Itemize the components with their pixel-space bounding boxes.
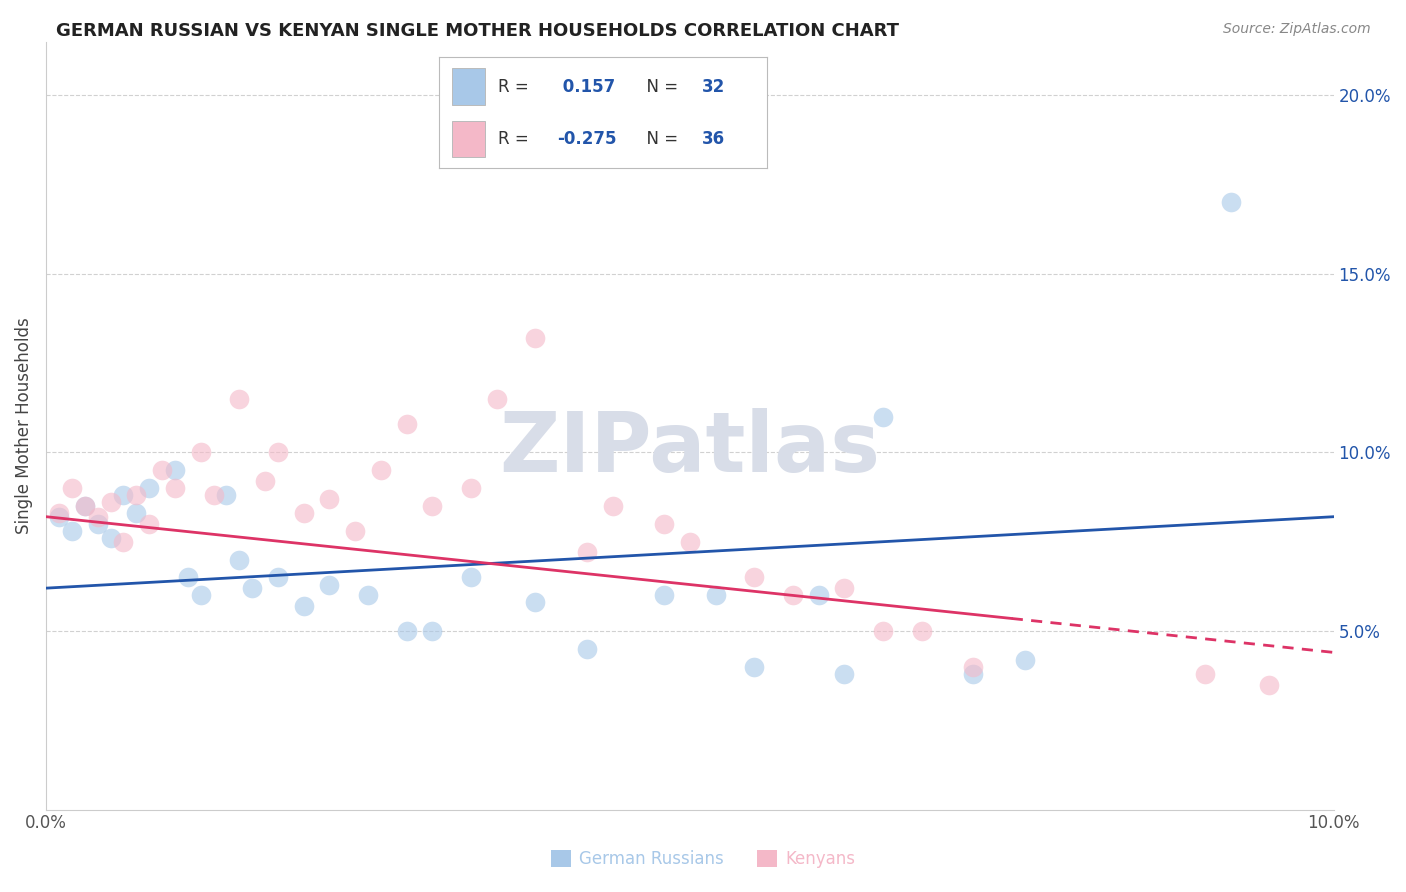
Point (1258, 677, 1281, 691)
Point (254, 474, 277, 488)
Point (202, 488, 225, 502)
Point (48, 509, 70, 524)
Point (292, 506, 315, 520)
Point (834, 666, 856, 681)
Point (86, 509, 108, 524)
Point (485, 392, 508, 406)
Point (742, 570, 765, 584)
Point (215, 488, 238, 502)
Point (679, 534, 702, 549)
Point (240, 581, 263, 595)
Point (177, 570, 200, 584)
Point (112, 488, 135, 502)
Point (190, 445, 212, 459)
Point (460, 570, 482, 584)
Point (138, 516, 160, 531)
Legend: German Russians, Kenyans: German Russians, Kenyans (544, 843, 862, 875)
Point (112, 534, 135, 549)
Point (125, 488, 148, 502)
Point (872, 409, 894, 424)
Point (807, 588, 830, 602)
Point (422, 499, 444, 513)
Point (73, 499, 96, 513)
Point (228, 392, 250, 406)
Point (190, 588, 212, 602)
Point (704, 588, 727, 602)
Point (962, 666, 984, 681)
Point (872, 624, 894, 638)
Point (292, 599, 315, 613)
Point (163, 481, 186, 495)
Point (575, 545, 598, 559)
Point (834, 581, 856, 595)
Point (575, 641, 598, 656)
Point (318, 491, 340, 506)
Text: ZIPatlas: ZIPatlas (499, 409, 880, 489)
Point (742, 659, 765, 673)
Point (100, 531, 122, 545)
Point (344, 524, 367, 538)
Point (228, 552, 250, 566)
Point (86, 516, 108, 531)
Point (1194, 666, 1216, 681)
Point (100, 495, 122, 509)
Point (60, 481, 83, 495)
Point (460, 481, 482, 495)
Point (524, 331, 547, 345)
Point (1219, 195, 1241, 210)
Point (370, 463, 392, 477)
Point (395, 624, 418, 638)
Point (782, 588, 804, 602)
Text: GERMAN RUSSIAN VS KENYAN SINGLE MOTHER HOUSEHOLDS CORRELATION CHART: GERMAN RUSSIAN VS KENYAN SINGLE MOTHER H… (56, 22, 900, 40)
Point (150, 463, 173, 477)
Point (422, 624, 444, 638)
Point (48, 506, 70, 520)
Point (962, 659, 984, 673)
Point (1014, 652, 1036, 666)
Point (267, 570, 290, 584)
Point (357, 588, 380, 602)
Point (73, 499, 96, 513)
Point (652, 588, 675, 602)
Point (524, 595, 547, 609)
Point (60, 524, 83, 538)
Point (602, 499, 624, 513)
Point (125, 506, 148, 520)
Point (318, 577, 340, 591)
Point (267, 445, 290, 459)
Y-axis label: Single Mother Households: Single Mother Households (15, 318, 32, 534)
Point (138, 481, 160, 495)
Point (911, 624, 934, 638)
Point (163, 463, 186, 477)
Point (652, 516, 675, 531)
Point (395, 417, 418, 431)
Text: Source: ZipAtlas.com: Source: ZipAtlas.com (1223, 22, 1371, 37)
